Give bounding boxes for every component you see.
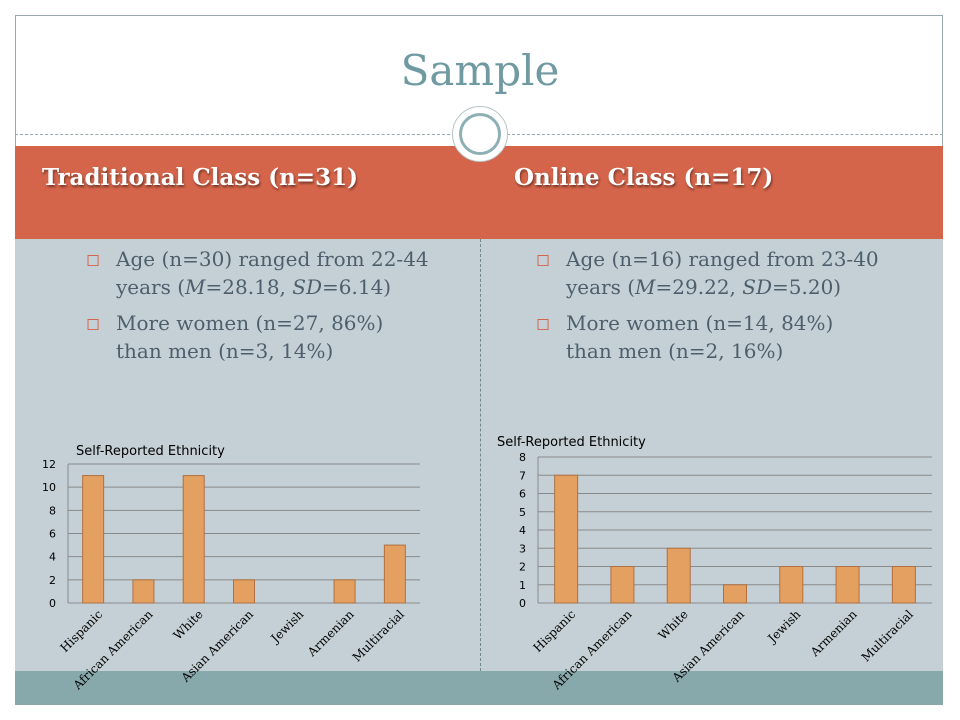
column-divider bbox=[480, 239, 481, 671]
y-tick-label: 12 bbox=[42, 458, 56, 471]
online-ethnicity-chart: Self-Reported Ethnicity 0 1 2 3 4 5 6 7 8 Hispanic… bbox=[497, 435, 932, 693]
footer-bar bbox=[15, 671, 943, 705]
y-tick-label: 0 bbox=[49, 597, 56, 610]
title-divider-left bbox=[15, 134, 455, 135]
slide-title: Sample bbox=[400, 46, 560, 95]
x-category-label: Jewish bbox=[267, 607, 307, 647]
y-tick-label: 1 bbox=[519, 579, 526, 592]
bullet-icon: ◻ bbox=[86, 314, 101, 334]
bar bbox=[233, 579, 255, 604]
x-category-label: Armenian bbox=[304, 607, 357, 660]
bar bbox=[779, 566, 804, 604]
bar bbox=[891, 566, 916, 604]
bar bbox=[554, 474, 579, 604]
title-divider-right bbox=[507, 134, 943, 135]
y-tick-label: 5 bbox=[519, 506, 526, 519]
y-tick-label: 8 bbox=[49, 504, 56, 517]
bullet-icon: ◻ bbox=[536, 314, 551, 334]
y-tick-label: 6 bbox=[519, 488, 526, 501]
online-bullets: ◻ Age (n=16) ranged from 23-40 years (M=… bbox=[530, 245, 880, 373]
traditional-class-header: Traditional Class (n=31) bbox=[42, 164, 358, 191]
bar bbox=[182, 475, 205, 604]
y-tick-label: 4 bbox=[519, 524, 526, 537]
bar bbox=[383, 544, 406, 604]
x-category-label: White bbox=[656, 607, 691, 642]
list-item: ◻ More women (n=27, 86%) than men (n=3, … bbox=[86, 311, 384, 363]
chart-title: Self-Reported Ethnicity bbox=[497, 435, 646, 450]
circle-ornament-icon bbox=[452, 106, 508, 162]
y-tick-label: 6 bbox=[49, 528, 56, 541]
x-category-label: Armenian bbox=[807, 607, 860, 660]
online-class-header: Online Class (n=17) bbox=[514, 164, 774, 191]
bar bbox=[723, 584, 747, 604]
y-tick-label: 2 bbox=[519, 561, 526, 574]
bullet-icon: ◻ bbox=[536, 250, 551, 270]
x-category-label: White bbox=[171, 607, 206, 642]
bar bbox=[610, 566, 635, 604]
y-tick-label: 7 bbox=[519, 469, 526, 482]
bar bbox=[132, 579, 155, 604]
list-item: ◻ Age (n=30) ranged from 22-44 years (M=… bbox=[86, 247, 429, 299]
x-category-label: Hispanic bbox=[57, 607, 105, 655]
bar bbox=[666, 547, 691, 604]
y-tick-label: 4 bbox=[49, 551, 56, 564]
bullet-icon: ◻ bbox=[86, 250, 101, 270]
x-category-label: Multiracial bbox=[350, 607, 407, 664]
y-tick-label: 2 bbox=[49, 574, 56, 587]
y-tick-label: 3 bbox=[519, 542, 526, 555]
x-category-label: Hispanic bbox=[530, 607, 578, 655]
list-item: ◻ More women (n=14, 84%) than men (n=2, … bbox=[536, 311, 834, 363]
x-category-label: Multiracial bbox=[859, 607, 916, 664]
list-item: ◻ Age (n=16) ranged from 23-40 years (M=… bbox=[536, 247, 879, 299]
y-tick-label: 8 bbox=[519, 451, 526, 464]
bar bbox=[82, 475, 105, 604]
bar bbox=[835, 566, 860, 604]
chart-title: Self-Reported Ethnicity bbox=[76, 444, 225, 459]
traditional-ethnicity-chart: Self-Reported Ethnicity 0 2 4 6 8 10 12 Hispanic… bbox=[42, 444, 420, 693]
x-category-label: Jewish bbox=[764, 607, 804, 647]
y-tick-label: 10 bbox=[42, 481, 56, 494]
traditional-bullets: ◻ Age (n=30) ranged from 22-44 years (M=… bbox=[80, 245, 430, 373]
y-tick-label: 0 bbox=[519, 597, 526, 610]
bar bbox=[333, 579, 356, 604]
